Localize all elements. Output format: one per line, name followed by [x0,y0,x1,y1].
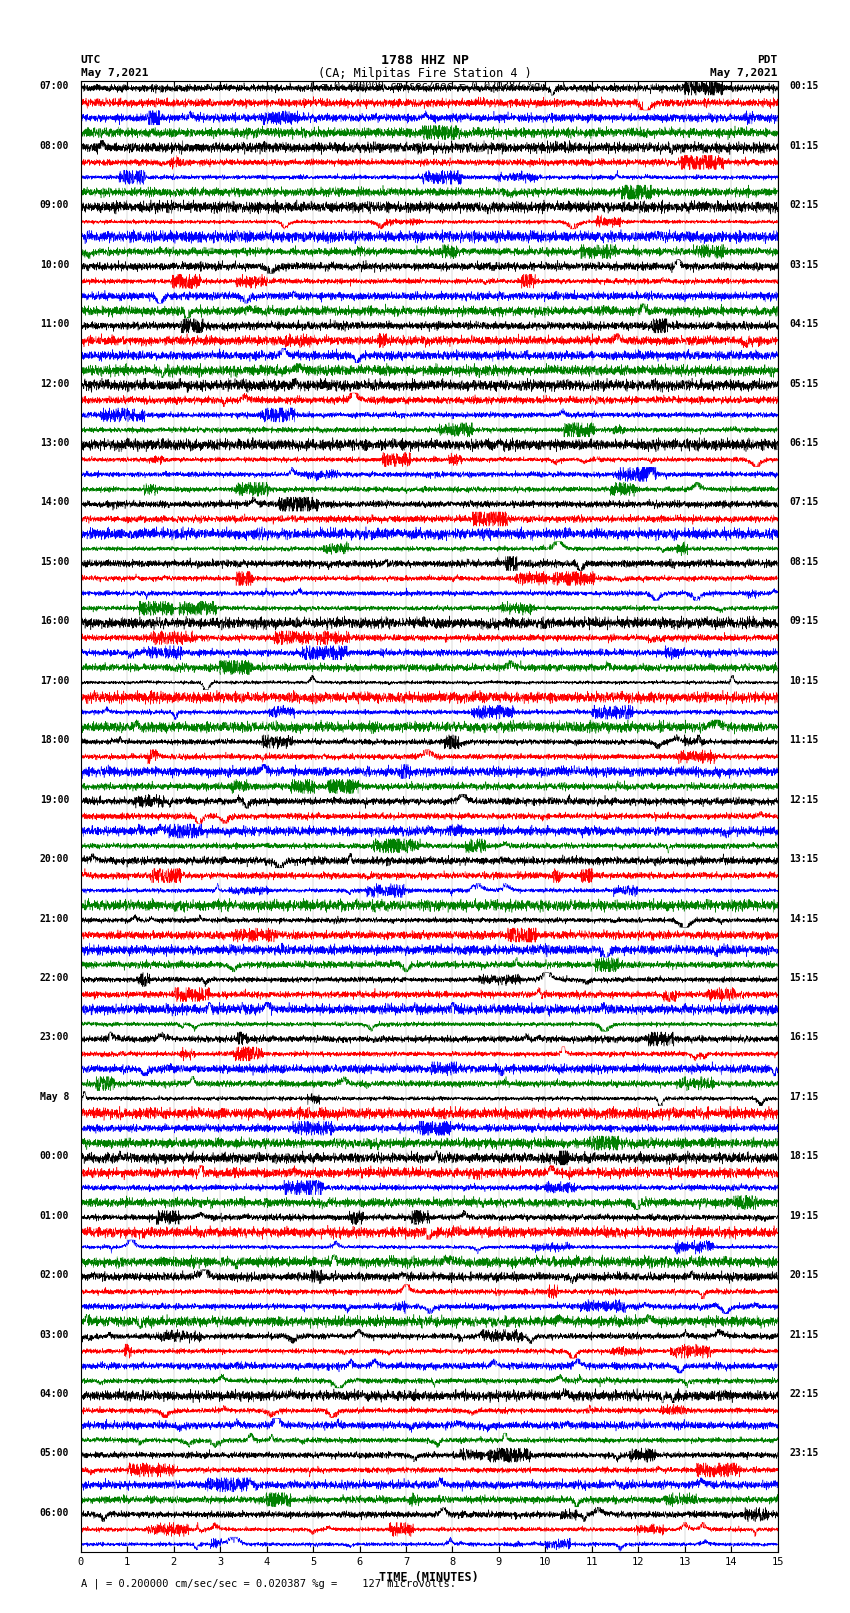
Text: May 7,2021: May 7,2021 [711,68,778,79]
Text: 09:00: 09:00 [40,200,69,210]
Text: May 7,2021: May 7,2021 [81,68,148,79]
Text: PDT: PDT [757,55,778,66]
Text: 14:00: 14:00 [40,497,69,508]
Text: 19:00: 19:00 [40,795,69,805]
Text: 02:15: 02:15 [790,200,819,210]
Text: 23:00: 23:00 [40,1032,69,1042]
Text: 22:15: 22:15 [790,1389,819,1398]
Text: 14:15: 14:15 [790,913,819,924]
Text: 13:00: 13:00 [40,439,69,448]
Text: 01:15: 01:15 [790,140,819,152]
Text: UTC: UTC [81,55,101,66]
Text: 15:15: 15:15 [790,973,819,982]
Text: (CA; Milpitas Fire Station 4 ): (CA; Milpitas Fire Station 4 ) [318,66,532,81]
Text: 04:00: 04:00 [40,1389,69,1398]
Text: 06:15: 06:15 [790,439,819,448]
Text: 00:00: 00:00 [40,1152,69,1161]
Text: 05:15: 05:15 [790,379,819,389]
Text: 08:00: 08:00 [40,140,69,152]
Text: 18:00: 18:00 [40,736,69,745]
Text: 1788 HHZ NP: 1788 HHZ NP [381,53,469,68]
Text: 05:00: 05:00 [40,1448,69,1458]
Text: 07:15: 07:15 [790,497,819,508]
Text: 02:00: 02:00 [40,1269,69,1281]
Text: 06:00: 06:00 [40,1508,69,1518]
Text: 10:00: 10:00 [40,260,69,269]
Text: 23:15: 23:15 [790,1448,819,1458]
Text: 04:15: 04:15 [790,319,819,329]
Text: 19:15: 19:15 [790,1211,819,1221]
Text: May 8: May 8 [40,1092,69,1102]
Text: 03:15: 03:15 [790,260,819,269]
Text: | = 0.200000 cm/sec/sec = 0.020387 %g: | = 0.200000 cm/sec/sec = 0.020387 %g [309,81,541,90]
Text: 03:00: 03:00 [40,1329,69,1339]
Text: 17:15: 17:15 [790,1092,819,1102]
Text: 16:15: 16:15 [790,1032,819,1042]
X-axis label: TIME (MINUTES): TIME (MINUTES) [379,1571,479,1584]
Text: 00:15: 00:15 [790,81,819,92]
Text: 12:15: 12:15 [790,795,819,805]
Text: A | = 0.200000 cm/sec/sec = 0.020387 %g =    127 microvolts.: A | = 0.200000 cm/sec/sec = 0.020387 %g … [81,1579,456,1589]
Text: 20:00: 20:00 [40,853,69,865]
Text: 07:00: 07:00 [40,81,69,92]
Text: 21:15: 21:15 [790,1329,819,1339]
Text: 01:00: 01:00 [40,1211,69,1221]
Text: 11:00: 11:00 [40,319,69,329]
Text: 21:00: 21:00 [40,913,69,924]
Text: 09:15: 09:15 [790,616,819,626]
Text: 13:15: 13:15 [790,853,819,865]
Text: 08:15: 08:15 [790,556,819,566]
Text: 22:00: 22:00 [40,973,69,982]
Text: 11:15: 11:15 [790,736,819,745]
Text: 15:00: 15:00 [40,556,69,566]
Text: 17:00: 17:00 [40,676,69,686]
Text: 18:15: 18:15 [790,1152,819,1161]
Text: 16:00: 16:00 [40,616,69,626]
Text: 20:15: 20:15 [790,1269,819,1281]
Text: 10:15: 10:15 [790,676,819,686]
Text: 12:00: 12:00 [40,379,69,389]
